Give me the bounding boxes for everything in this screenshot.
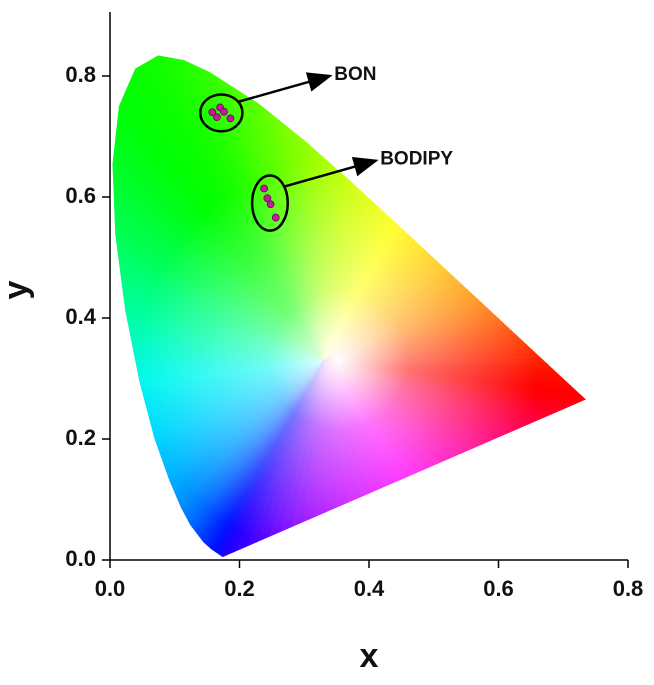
annotation-label: BON: [334, 64, 376, 85]
point: [226, 114, 235, 123]
y-tick-label: 0.6: [65, 183, 96, 208]
x-tick-label: 0.0: [95, 576, 126, 601]
cluster-outline: [250, 174, 290, 232]
points: BON BODIPY: [199, 64, 453, 232]
x-tick-label: 0.6: [483, 576, 514, 601]
point: [212, 113, 221, 122]
y-tick-label: 0.8: [65, 62, 96, 87]
annotation-label: BODIPY: [380, 149, 453, 170]
cluster-outline: [199, 93, 244, 133]
y-tick-label: 0.0: [65, 546, 96, 571]
x-tick-label: 0.4: [354, 576, 385, 601]
y-tick-label: 0.2: [65, 425, 96, 450]
y-axis-title: y: [0, 280, 35, 299]
annotation-arrow: [237, 72, 333, 104]
x-tick-label: 0.2: [224, 576, 255, 601]
x-axis-title: x: [360, 637, 379, 675]
point: [271, 213, 280, 222]
point: [220, 107, 228, 116]
x-tick-label: 0.8: [613, 576, 644, 601]
point: [266, 200, 275, 209]
y-tick-label: 0.4: [65, 304, 96, 329]
point: [260, 184, 269, 193]
point: [263, 194, 272, 203]
axes: 0.0 0.2 0.4 0.6 0.8 0.0 0.2 0.4 0.6 0.8: [65, 12, 643, 601]
point: [208, 108, 217, 117]
annotation-arrow: [283, 157, 379, 188]
